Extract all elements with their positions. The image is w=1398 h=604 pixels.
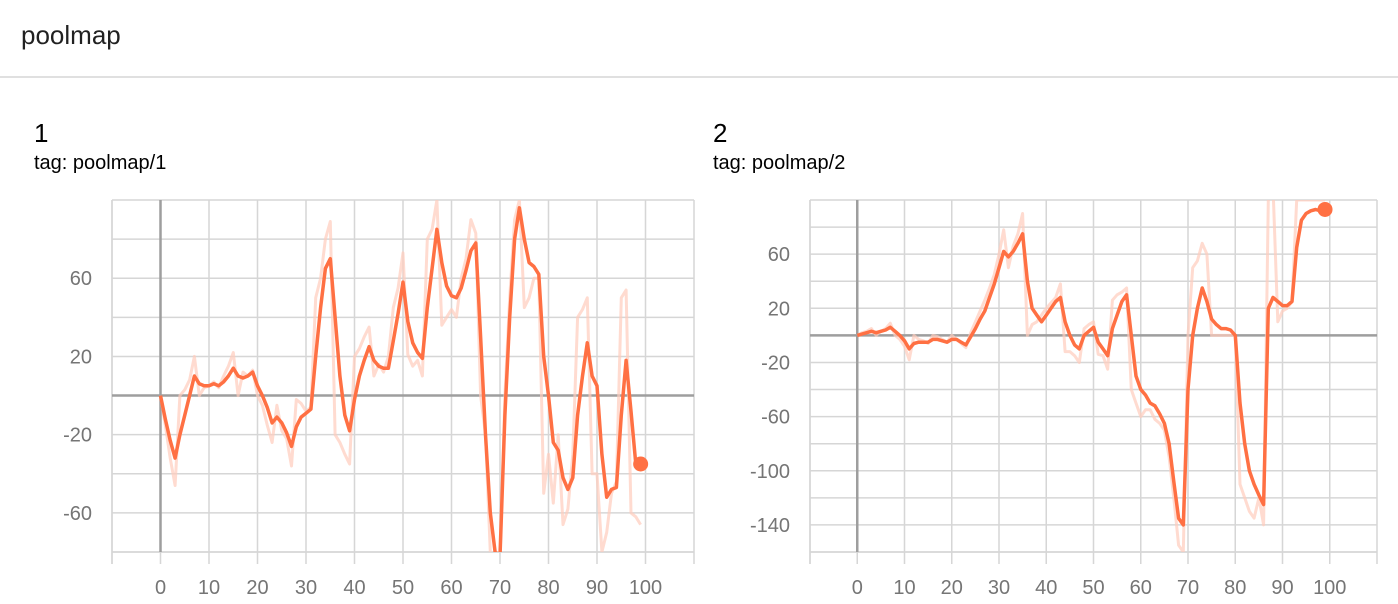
plot-area [158,200,642,552]
last-point-marker [1317,201,1333,217]
x-tick-label: 10 [893,577,915,599]
y-tick-label: -20 [761,352,790,374]
x-tick-label: 90 [1271,577,1293,599]
x-tick-label: 100 [1313,577,1346,599]
x-tick-label: 20 [941,577,963,599]
x-tick-label: 40 [343,577,365,599]
y-tick-label: 60 [70,268,92,290]
x-tick-label: 30 [295,577,317,599]
y-tick-label: -140 [750,515,790,537]
last-point-marker [633,456,649,472]
y-tick-label: 60 [768,244,790,266]
x-tick-label: 50 [1082,577,1104,599]
raw-series-line [159,200,642,552]
chart-tag: tag: poolmap/1 [34,152,167,174]
y-tick-label: 20 [768,298,790,320]
x-tick-label: 50 [392,577,414,599]
header-bar: poolmap [0,0,1398,78]
x-tick-label: 30 [988,577,1010,599]
x-tick-label: 70 [489,577,511,599]
x-tick-label: 100 [629,577,662,599]
x-tick-label: 10 [198,577,220,599]
x-tick-label: 90 [586,577,608,599]
x-tick-label: 40 [1035,577,1057,599]
line-chart-poolmap-2[interactable]: 0 10 20 30 40 50 60 70 80 90 100 -140 -100 -60 -20 20 60 [718,196,1378,600]
x-tick-label: 80 [537,577,559,599]
x-tick-label: 60 [440,577,462,599]
chart-title: 2 [713,118,728,148]
smoothed-series-line [856,207,1326,527]
x-tick-label: 20 [246,577,268,599]
y-tick-label: -60 [761,407,790,429]
page-title: poolmap [21,20,121,50]
x-tick-label: 70 [1177,577,1199,599]
y-tick-label: 20 [70,346,92,368]
x-tick-label: 60 [1130,577,1152,599]
x-tick-label: 0 [852,577,863,599]
chart-tag: tag: poolmap/2 [713,152,846,174]
y-tick-label: -60 [63,503,92,525]
x-tick-label: 0 [155,577,166,599]
line-chart-poolmap-1[interactable]: 0 10 20 30 40 50 60 70 80 90 100 -60 -20 20 60 [40,196,695,600]
raw-series-line [856,200,1325,552]
grid [809,199,1378,564]
smoothed-series-line [158,206,641,552]
y-tick-label: -100 [750,461,790,483]
y-tick-label: -20 [63,425,92,447]
chart-card-2: 2 tag: poolmap/2 [713,118,845,175]
chart-title: 1 [34,118,49,148]
plot-area [856,200,1326,552]
chart-card-1: 1 tag: poolmap/1 [34,118,166,175]
x-tick-label: 80 [1224,577,1246,599]
